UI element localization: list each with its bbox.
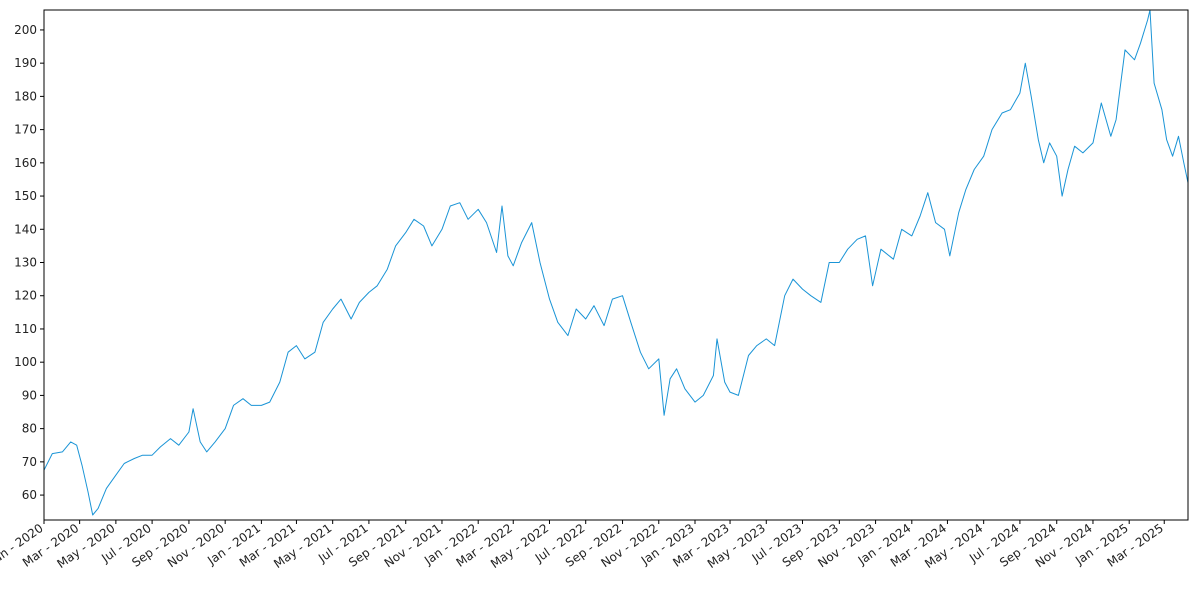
plot-frame	[43, 9, 1189, 521]
y-tick-label: 170	[14, 123, 37, 137]
series-layer	[43, 9, 1189, 516]
y-tick-label: 90	[22, 388, 37, 402]
y-tick-label: 100	[14, 355, 37, 369]
y-tick-label: 60	[22, 488, 37, 502]
y-tick-label: 180	[14, 89, 37, 103]
y-tick-label: 120	[14, 289, 37, 303]
y-tick-label: 200	[14, 23, 37, 37]
series-line	[43, 9, 1189, 516]
y-tick-label: 80	[22, 422, 37, 436]
y-tick-label: 190	[14, 56, 37, 70]
y-tick-label: 150	[14, 189, 37, 203]
y-tick-label: 130	[14, 256, 37, 270]
y-tick-label: 110	[14, 322, 37, 336]
y-tick-label: 160	[14, 156, 37, 170]
y-tick-label: 140	[14, 222, 37, 236]
y-axis: 60 70 80 90 100 110 120 130 140 150 160 170 180 190 20…	[14, 23, 44, 502]
y-tick-label: 70	[22, 455, 37, 469]
